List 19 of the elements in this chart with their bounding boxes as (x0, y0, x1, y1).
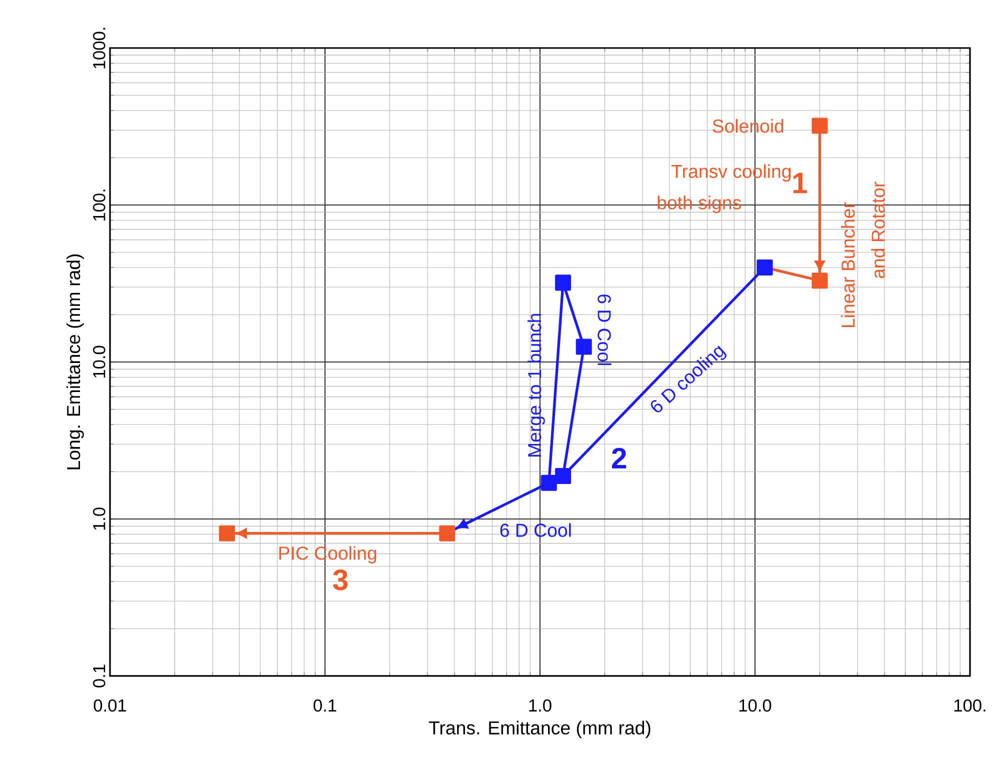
annotation: 1 (793, 172, 808, 194)
x-tick-label: 1.0 (529, 699, 552, 712)
y-tick-label: 0.1 (93, 664, 106, 688)
x-tick-label: 10.0 (739, 699, 772, 712)
annotation: 2 (612, 448, 626, 468)
annotation: 3 (332, 569, 348, 590)
y-tick-label: 1000. (93, 28, 106, 68)
annotation: 6 D Cool (598, 294, 612, 366)
y-tick-label: 100. (93, 190, 106, 221)
y-tick-label: 10.0 (93, 346, 106, 378)
annotation: Linear Buncher (841, 202, 855, 328)
x-tick-label: 0.01 (94, 699, 126, 712)
y-tick-label: 1.0 (93, 508, 106, 530)
x-axis-title: Trans. Emittance (mm rad) (428, 720, 650, 738)
annotation: Merge to 1 bunch (528, 314, 545, 456)
x-tick-label: 0.1 (314, 699, 336, 712)
x-tick-label: 100. (954, 699, 986, 712)
y-axis-title: Long. Emittance (mm rad) (66, 254, 84, 470)
annotation: and Rotator (871, 182, 885, 278)
